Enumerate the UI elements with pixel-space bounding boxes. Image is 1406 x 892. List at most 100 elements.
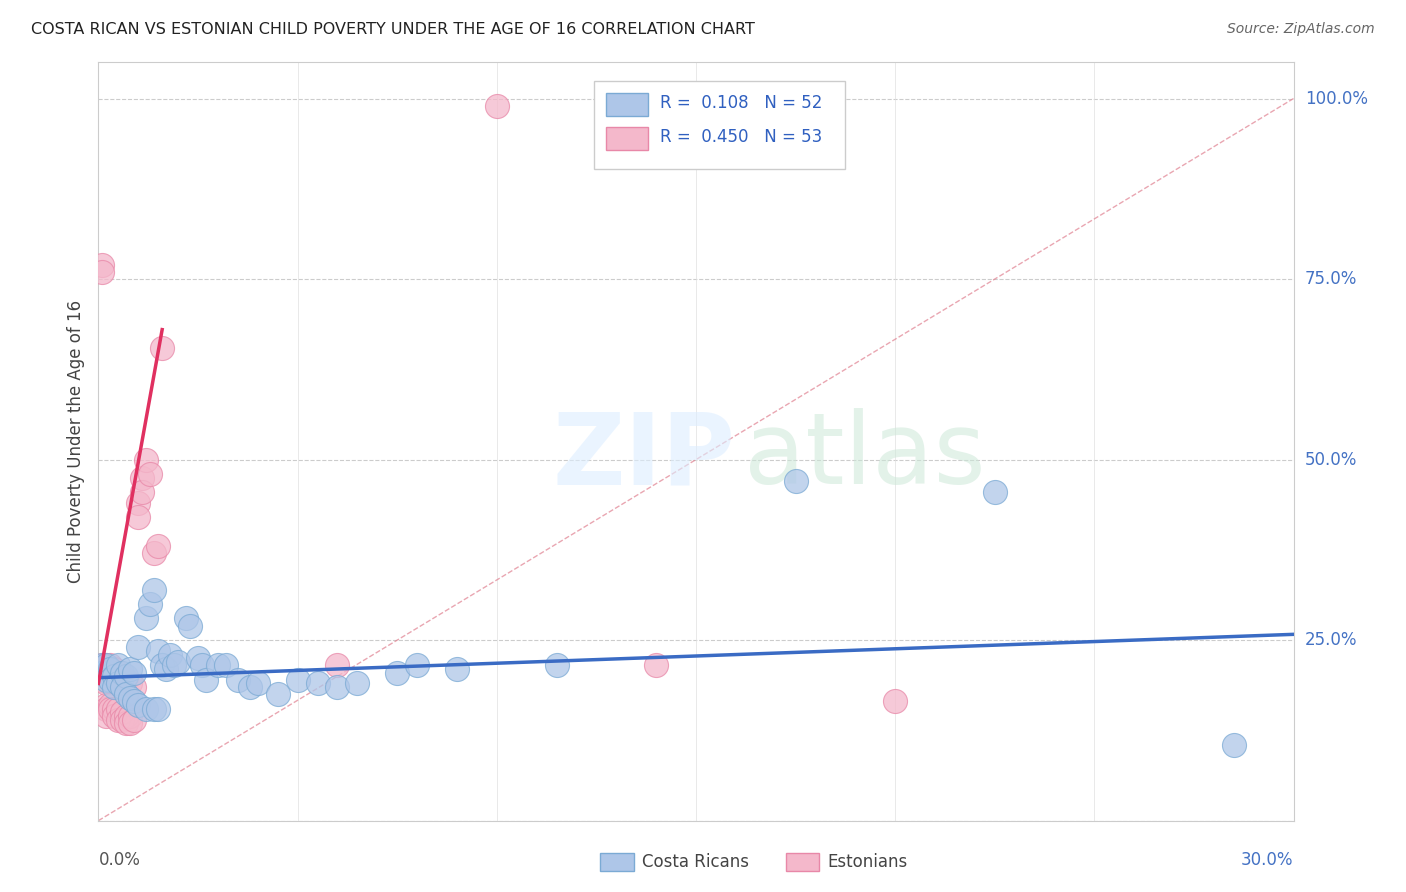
Point bbox=[326, 658, 349, 673]
Point bbox=[143, 582, 166, 597]
Point bbox=[91, 658, 114, 673]
Text: atlas: atlas bbox=[744, 409, 986, 505]
Text: 50.0%: 50.0% bbox=[1305, 450, 1357, 468]
Point bbox=[446, 662, 468, 676]
Y-axis label: Child Poverty Under the Age of 16: Child Poverty Under the Age of 16 bbox=[66, 300, 84, 583]
Point bbox=[207, 658, 229, 673]
Point bbox=[103, 680, 125, 694]
Point bbox=[127, 496, 149, 510]
Point bbox=[111, 680, 134, 694]
Text: R =  0.450   N = 53: R = 0.450 N = 53 bbox=[661, 128, 823, 145]
FancyBboxPatch shape bbox=[600, 854, 634, 871]
Text: R =  0.108   N = 52: R = 0.108 N = 52 bbox=[661, 94, 823, 112]
Point bbox=[115, 687, 138, 701]
Point bbox=[98, 702, 122, 716]
Point bbox=[120, 662, 142, 676]
Point bbox=[124, 694, 146, 708]
Point bbox=[111, 669, 134, 683]
Point bbox=[120, 676, 142, 690]
Point bbox=[346, 676, 368, 690]
Text: 0.0%: 0.0% bbox=[98, 851, 141, 869]
Point bbox=[98, 673, 122, 687]
Point bbox=[124, 680, 146, 694]
Point bbox=[115, 716, 138, 731]
Point bbox=[96, 658, 118, 673]
Point bbox=[127, 698, 149, 712]
Point bbox=[91, 258, 114, 272]
Point bbox=[307, 676, 329, 690]
Text: Costa Ricans: Costa Ricans bbox=[643, 854, 749, 871]
Point bbox=[239, 680, 262, 694]
Point bbox=[546, 658, 568, 673]
Point bbox=[96, 709, 118, 723]
Point bbox=[107, 676, 129, 690]
Point bbox=[115, 673, 138, 687]
Point bbox=[115, 709, 138, 723]
Point bbox=[167, 655, 190, 669]
Point bbox=[150, 341, 173, 355]
Text: ZIP: ZIP bbox=[553, 409, 735, 505]
Point bbox=[385, 665, 409, 680]
Point bbox=[326, 680, 349, 694]
Text: 75.0%: 75.0% bbox=[1305, 270, 1357, 288]
Point bbox=[135, 702, 157, 716]
Text: Estonians: Estonians bbox=[827, 854, 908, 871]
Point bbox=[107, 658, 129, 673]
Point bbox=[120, 709, 142, 723]
FancyBboxPatch shape bbox=[595, 81, 845, 169]
Point bbox=[139, 597, 162, 611]
Point bbox=[215, 658, 238, 673]
Point bbox=[131, 470, 153, 484]
Text: 100.0%: 100.0% bbox=[1305, 89, 1368, 108]
Point bbox=[98, 662, 122, 676]
Point bbox=[187, 651, 209, 665]
Point bbox=[148, 702, 170, 716]
Point bbox=[174, 611, 197, 625]
Point bbox=[103, 702, 125, 716]
Point bbox=[111, 706, 134, 720]
Point bbox=[98, 662, 122, 676]
Text: 30.0%: 30.0% bbox=[1241, 851, 1294, 869]
Point bbox=[645, 658, 668, 673]
Point bbox=[103, 669, 125, 683]
FancyBboxPatch shape bbox=[606, 93, 648, 116]
Point bbox=[96, 665, 118, 680]
Point bbox=[91, 673, 114, 687]
Point bbox=[485, 99, 508, 113]
Point bbox=[96, 673, 118, 687]
Point bbox=[785, 475, 807, 489]
Text: 25.0%: 25.0% bbox=[1305, 632, 1357, 649]
Point bbox=[131, 485, 153, 500]
Text: Source: ZipAtlas.com: Source: ZipAtlas.com bbox=[1227, 22, 1375, 37]
Point bbox=[103, 662, 125, 676]
Point bbox=[120, 716, 142, 731]
FancyBboxPatch shape bbox=[786, 854, 820, 871]
Point bbox=[163, 658, 186, 673]
Point bbox=[984, 485, 1007, 500]
Point bbox=[148, 644, 170, 658]
Point bbox=[91, 665, 114, 680]
Point bbox=[91, 265, 114, 279]
Point bbox=[267, 687, 290, 701]
Point bbox=[159, 648, 181, 662]
Point bbox=[115, 669, 138, 683]
Point bbox=[179, 618, 201, 632]
Point bbox=[1223, 738, 1246, 752]
Text: COSTA RICAN VS ESTONIAN CHILD POVERTY UNDER THE AGE OF 16 CORRELATION CHART: COSTA RICAN VS ESTONIAN CHILD POVERTY UN… bbox=[31, 22, 755, 37]
Point bbox=[124, 665, 146, 680]
Point bbox=[96, 702, 118, 716]
Point bbox=[143, 702, 166, 716]
Point bbox=[143, 546, 166, 560]
Point bbox=[195, 673, 218, 687]
Point bbox=[127, 640, 149, 655]
Point bbox=[111, 665, 134, 680]
Point bbox=[91, 665, 114, 680]
Point bbox=[96, 658, 118, 673]
Point bbox=[103, 709, 125, 723]
Point bbox=[96, 676, 118, 690]
Point bbox=[155, 662, 177, 676]
Point bbox=[148, 539, 170, 553]
FancyBboxPatch shape bbox=[606, 127, 648, 150]
Point bbox=[127, 510, 149, 524]
Point bbox=[150, 658, 173, 673]
